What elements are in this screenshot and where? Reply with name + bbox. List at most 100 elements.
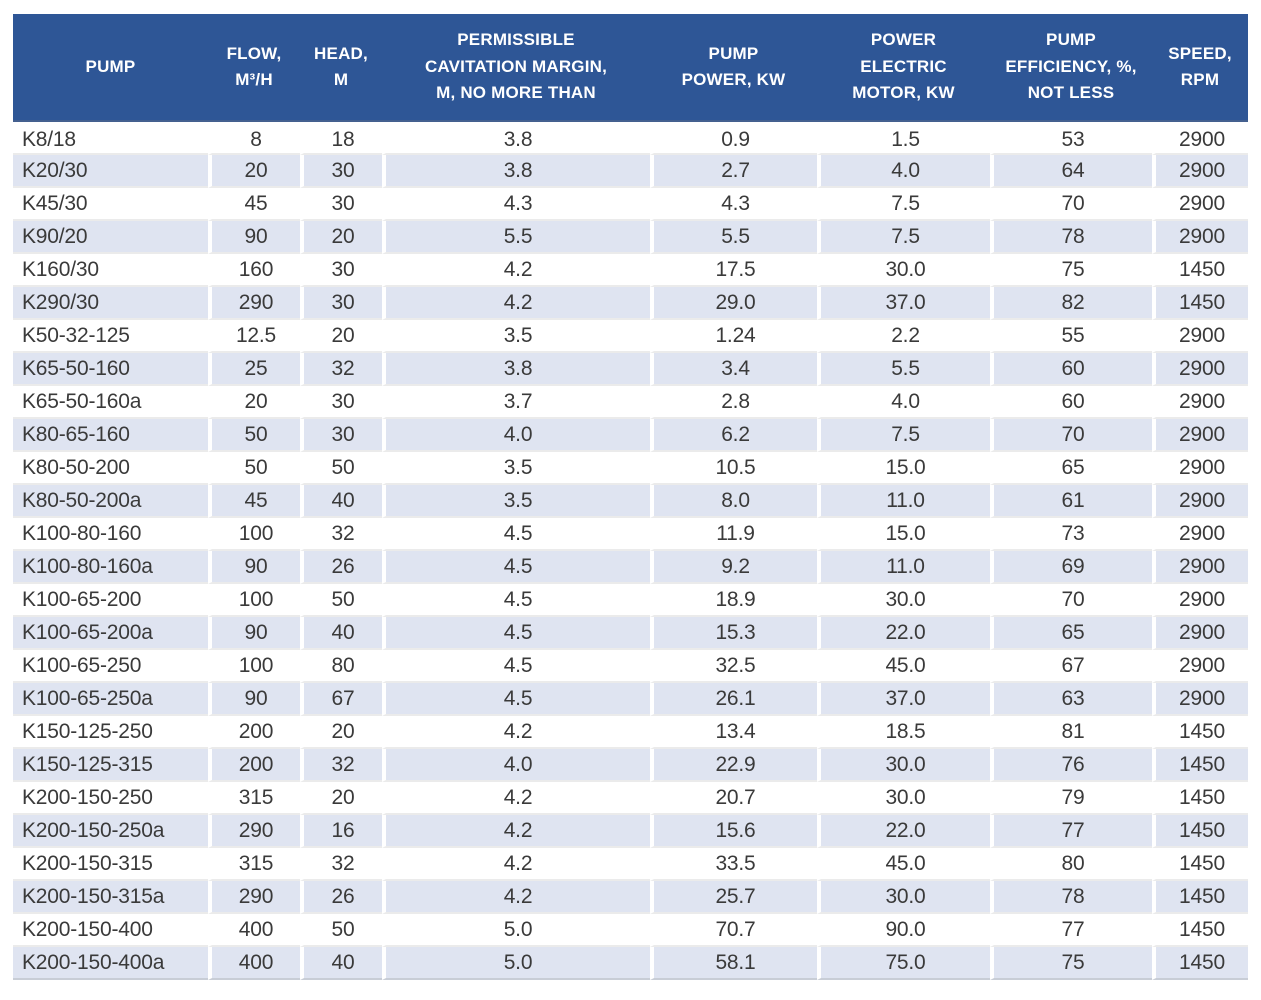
table-row: K290/30 290 30 4.2 29.0 37.0 82 1450 <box>13 287 1248 320</box>
table-cell-efficiency: 81 <box>990 716 1152 749</box>
table-cell-efficiency: 77 <box>990 914 1152 947</box>
table-cell-pump_power: 18.9 <box>650 584 817 617</box>
table-cell-head: 30 <box>300 419 382 452</box>
table-cell-cavitation_margin: 5.0 <box>382 914 650 947</box>
column-header-head: HEAD, M <box>300 14 382 122</box>
table-cell-pump_power: 17.5 <box>650 254 817 287</box>
column-header-motor_power: POWER ELECTRIC MOTOR, KW <box>817 14 990 122</box>
pump-name-cell: K200-150-400 <box>13 914 208 947</box>
table-cell-cavitation_margin: 4.2 <box>382 716 650 749</box>
column-header-pump: PUMP <box>13 14 208 122</box>
table-cell-speed: 2900 <box>1152 584 1248 617</box>
table-cell-speed: 2900 <box>1152 188 1248 221</box>
pump-name-cell: K150-125-315 <box>13 749 208 782</box>
table-cell-pump_power: 25.7 <box>650 881 817 914</box>
table-cell-head: 67 <box>300 683 382 716</box>
table-cell-head: 50 <box>300 584 382 617</box>
pump-name-cell: K8/18 <box>13 122 208 155</box>
table-cell-head: 50 <box>300 452 382 485</box>
table-cell-speed: 1450 <box>1152 848 1248 881</box>
table-cell-motor_power: 30.0 <box>817 881 990 914</box>
table-cell-pump_power: 4.3 <box>650 188 817 221</box>
table-cell-cavitation_margin: 4.0 <box>382 749 650 782</box>
table-cell-efficiency: 78 <box>990 881 1152 914</box>
table-cell-flow: 290 <box>208 881 300 914</box>
table-cell-flow: 90 <box>208 683 300 716</box>
table-cell-efficiency: 79 <box>990 782 1152 815</box>
table-cell-head: 40 <box>300 947 382 980</box>
table-cell-efficiency: 65 <box>990 617 1152 650</box>
table-cell-pump_power: 20.7 <box>650 782 817 815</box>
table-cell-motor_power: 4.0 <box>817 155 990 188</box>
table-cell-flow: 160 <box>208 254 300 287</box>
table-cell-head: 32 <box>300 749 382 782</box>
table-cell-pump_power: 58.1 <box>650 947 817 980</box>
table-cell-motor_power: 4.0 <box>817 386 990 419</box>
table-cell-pump_power: 10.5 <box>650 452 817 485</box>
table-cell-cavitation_margin: 4.2 <box>382 815 650 848</box>
table-cell-speed: 1450 <box>1152 947 1248 980</box>
table-cell-efficiency: 61 <box>990 485 1152 518</box>
column-header-speed: SPEED, RPM <box>1152 14 1248 122</box>
table-cell-speed: 1450 <box>1152 815 1248 848</box>
table-cell-head: 40 <box>300 617 382 650</box>
table-row: K100-65-200 100 50 4.5 18.9 30.0 70 2900 <box>13 584 1248 617</box>
table-cell-cavitation_margin: 4.0 <box>382 419 650 452</box>
table-cell-pump_power: 32.5 <box>650 650 817 683</box>
table-cell-motor_power: 45.0 <box>817 848 990 881</box>
table-cell-pump_power: 5.5 <box>650 221 817 254</box>
table-cell-cavitation_margin: 4.2 <box>382 848 650 881</box>
table-cell-pump_power: 29.0 <box>650 287 817 320</box>
pump-name-cell: K200-150-315 <box>13 848 208 881</box>
table-cell-flow: 100 <box>208 584 300 617</box>
table-cell-efficiency: 76 <box>990 749 1152 782</box>
table-cell-flow: 50 <box>208 452 300 485</box>
table-row: K65-50-160a 20 30 3.7 2.8 4.0 60 2900 <box>13 386 1248 419</box>
table-cell-speed: 2900 <box>1152 386 1248 419</box>
table-cell-efficiency: 70 <box>990 188 1152 221</box>
pump-name-cell: K100-65-200a <box>13 617 208 650</box>
table-cell-speed: 2900 <box>1152 485 1248 518</box>
table-cell-motor_power: 15.0 <box>817 452 990 485</box>
table-cell-efficiency: 80 <box>990 848 1152 881</box>
table-cell-motor_power: 18.5 <box>817 716 990 749</box>
table-row: K45/30 45 30 4.3 4.3 7.5 70 2900 <box>13 188 1248 221</box>
table-cell-efficiency: 69 <box>990 551 1152 584</box>
table-cell-efficiency: 82 <box>990 287 1152 320</box>
table-cell-speed: 2900 <box>1152 452 1248 485</box>
column-header-pump_power: PUMP POWER, KW <box>650 14 817 122</box>
table-cell-cavitation_margin: 3.8 <box>382 155 650 188</box>
table-cell-flow: 200 <box>208 749 300 782</box>
table-row: K150-125-250 200 20 4.2 13.4 18.5 81 1450 <box>13 716 1248 749</box>
table-cell-motor_power: 7.5 <box>817 419 990 452</box>
pump-name-cell: K100-80-160 <box>13 518 208 551</box>
pump-name-cell: K100-80-160a <box>13 551 208 584</box>
table-cell-cavitation_margin: 4.2 <box>382 881 650 914</box>
table-cell-pump_power: 0.9 <box>650 122 817 155</box>
pump-name-cell: K200-150-250a <box>13 815 208 848</box>
table-cell-speed: 2900 <box>1152 353 1248 386</box>
table-cell-speed: 2900 <box>1152 419 1248 452</box>
table-cell-cavitation_margin: 3.7 <box>382 386 650 419</box>
pump-name-cell: K20/30 <box>13 155 208 188</box>
table-row: K80-65-160 50 30 4.0 6.2 7.5 70 2900 <box>13 419 1248 452</box>
table-row: K20/30 20 30 3.8 2.7 4.0 64 2900 <box>13 155 1248 188</box>
table-cell-cavitation_margin: 5.5 <box>382 221 650 254</box>
column-header-flow: FLOW, M³/H <box>208 14 300 122</box>
table-cell-head: 30 <box>300 254 382 287</box>
table-cell-cavitation_margin: 5.0 <box>382 947 650 980</box>
table-cell-motor_power: 2.2 <box>817 320 990 353</box>
table-cell-pump_power: 13.4 <box>650 716 817 749</box>
table-cell-head: 30 <box>300 188 382 221</box>
table-cell-pump_power: 11.9 <box>650 518 817 551</box>
table-cell-cavitation_margin: 4.2 <box>382 254 650 287</box>
pump-name-cell: K45/30 <box>13 188 208 221</box>
table-cell-flow: 200 <box>208 716 300 749</box>
table-cell-flow: 45 <box>208 485 300 518</box>
table-cell-flow: 50 <box>208 419 300 452</box>
table-row: K200-150-400a 400 40 5.0 58.1 75.0 75 1450 <box>13 947 1248 980</box>
table-cell-flow: 90 <box>208 617 300 650</box>
table-cell-efficiency: 60 <box>990 386 1152 419</box>
table-cell-flow: 90 <box>208 551 300 584</box>
table-cell-flow: 400 <box>208 914 300 947</box>
